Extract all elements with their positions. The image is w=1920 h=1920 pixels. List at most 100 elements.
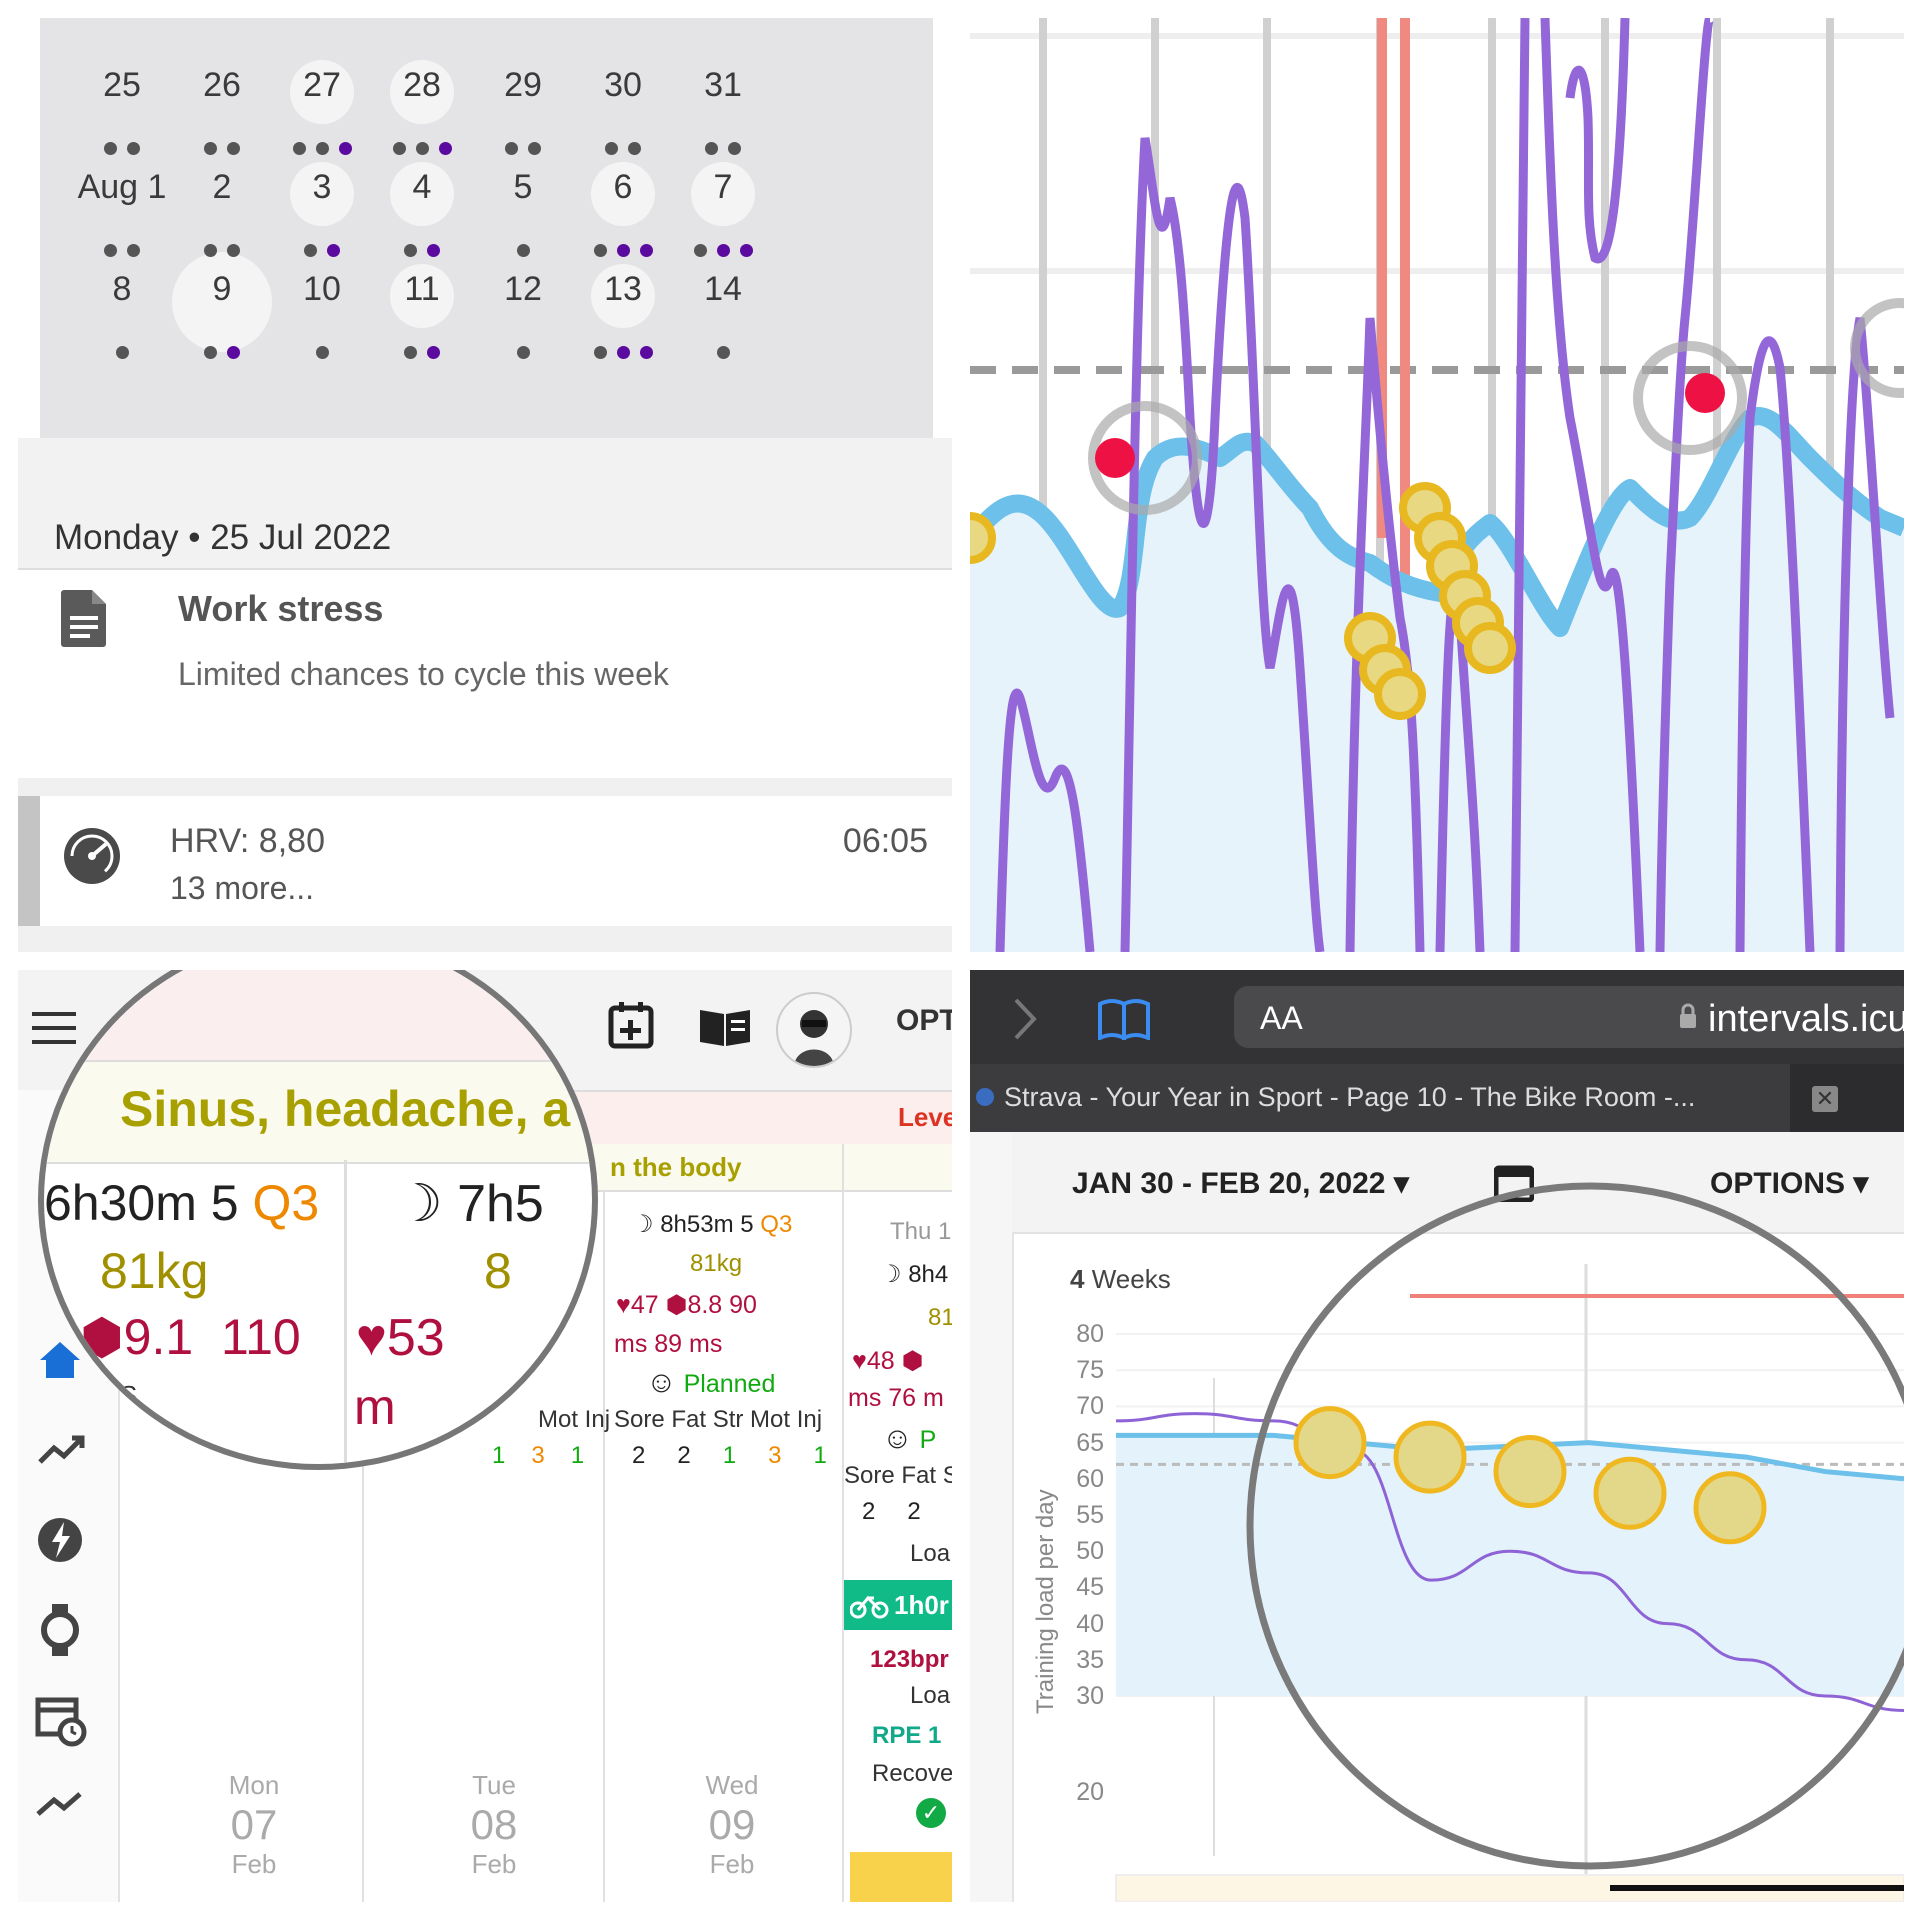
home-icon[interactable] [28, 1330, 108, 1390]
calendar-day[interactable]: 3 [260, 138, 384, 258]
day-highlight [390, 60, 454, 124]
calendar-day[interactable]: 31 [661, 36, 785, 156]
day-footer-mon[interactable]: Mon 07 Feb [194, 1770, 314, 1880]
avatar[interactable] [776, 992, 852, 1068]
intervals-safari-panel: AA intervals.icu Strava - Your Year in S… [970, 970, 1904, 1902]
grey-event-dot [315, 346, 329, 359]
event-dots [561, 244, 685, 257]
hrv-time: 06:05 [842, 822, 928, 860]
calendar-day[interactable]: 13 [561, 240, 685, 360]
wed-mot: 3 [768, 1442, 782, 1469]
magnifier-lens: Sinus, headache, a li 6h30m 5 Q3 81kg ⬢9… [38, 970, 598, 1470]
close-tab-icon[interactable]: ✕ [1812, 1086, 1838, 1112]
tab-title: Strava - Your Year in Sport - Page 10 - … [1004, 1082, 1696, 1112]
purple-event-dot [639, 244, 653, 257]
trend-icon[interactable] [28, 1420, 108, 1480]
event-dots [160, 346, 284, 359]
event-dots [461, 142, 585, 155]
calendar-day[interactable]: Aug 1 [60, 138, 184, 258]
thu-fat: 2 [907, 1498, 921, 1525]
thu-status-text: P [919, 1426, 937, 1454]
wed-weight: 81kg [690, 1250, 743, 1277]
forward-icon[interactable] [1010, 994, 1040, 1044]
calendar-day[interactable]: 6 [561, 138, 685, 258]
rest-day-marker[interactable] [1493, 1435, 1567, 1509]
rest-day-marker[interactable] [1293, 1406, 1367, 1480]
calendar-day[interactable]: 4 [360, 138, 484, 258]
calendar-add-icon[interactable] [608, 1000, 654, 1050]
date-range-selector[interactable]: JAN 30 - FEB 20, 2022 ▾ [1072, 1166, 1409, 1201]
calendar-day[interactable]: 14 [661, 240, 785, 360]
note-card[interactable]: Work stress Limited chances to cycle thi… [18, 568, 952, 780]
day-number: 08 [470, 1801, 518, 1848]
calendar-day[interactable]: 2 [160, 138, 284, 258]
rest-day-marker[interactable] [1693, 1471, 1767, 1545]
event-dots [561, 346, 685, 359]
zoomed-chart [970, 18, 1904, 952]
event-dots [661, 346, 785, 359]
calendar-day[interactable]: 29 [461, 36, 585, 156]
tue-hr-row: ♥53 [356, 1308, 445, 1368]
calendar-day[interactable]: 9 [160, 240, 284, 360]
calendar-day[interactable]: 11 [360, 240, 484, 360]
rest-day-marker[interactable] [1393, 1420, 1467, 1494]
gauge-icon [62, 826, 122, 886]
day-number: 26 [203, 66, 241, 104]
calendar-day[interactable]: 7 [661, 138, 785, 258]
calendar-day[interactable]: 28 [360, 36, 484, 156]
day-footer-tue[interactable]: Tue 08 Feb [434, 1770, 554, 1880]
thu-sleep-value: 8h4 [908, 1261, 949, 1288]
day-number: 10 [303, 270, 341, 308]
more-link[interactable]: 13 more... [170, 870, 315, 906]
lens-banner [44, 1060, 592, 1164]
wed-sore: 2 [632, 1442, 646, 1469]
purple-event-dot [338, 142, 352, 155]
event-dots [160, 244, 284, 257]
calendar-day[interactable]: 30 [561, 36, 685, 156]
dow: Tue [472, 1770, 516, 1800]
activity-chip[interactable]: 1h0r [844, 1580, 952, 1630]
calendar-day[interactable]: 5 [461, 138, 585, 258]
day-number: 5 [513, 168, 533, 206]
address-bar[interactable]: AA intervals.icu [1234, 986, 1904, 1048]
wed-hrv2-unit: ms [689, 1330, 723, 1358]
wed-hrv: 8.8 [687, 1291, 723, 1319]
rest-day-marker[interactable] [1593, 1456, 1667, 1530]
mon-sub-value: 2 [140, 1410, 155, 1440]
grey-event-dot [227, 142, 240, 155]
moon-icon: ☽ [632, 1211, 654, 1238]
grey-event-dot [204, 244, 217, 257]
book-icon[interactable] [698, 1004, 752, 1048]
calendar-day[interactable]: 26 [160, 36, 284, 156]
thu-wellness-headers: Sore Fat S [844, 1462, 952, 1489]
calendar-icon[interactable] [1493, 1162, 1535, 1203]
calendar-day[interactable]: 25 [60, 36, 184, 156]
calendar-day[interactable]: 12 [461, 240, 585, 360]
power-icon[interactable] [28, 1510, 108, 1570]
text-size-button[interactable]: AA [1260, 1000, 1303, 1036]
hrv-icon: ⬢ [665, 1291, 688, 1319]
day-footer-wed[interactable]: Wed 09 Feb [672, 1770, 792, 1880]
fitness-chart [1115, 1182, 1904, 1902]
options-menu[interactable]: OPTIONS ▾ [1710, 1166, 1868, 1201]
bookmarks-icon[interactable] [1096, 998, 1152, 1042]
calendar-day[interactable]: 27 [260, 36, 384, 156]
hrv-card[interactable]: HRV: 8,80 13 more... 06:05 [18, 796, 952, 926]
active-tab[interactable]: Strava - Your Year in Sport - Page 10 - … [970, 1064, 1790, 1132]
wed-hr: 47 [630, 1291, 659, 1319]
wed-rhr: 90 [729, 1291, 757, 1319]
mon-sub-label: S [120, 1380, 138, 1410]
month-calendar: 25 26 27 28 29 30 31 Aug 1 2 3 4 5 6 7 8 9 10 11 12 13 14 [40, 18, 933, 438]
calendar-day[interactable]: 10 [260, 240, 384, 360]
day-number: 14 [704, 270, 742, 308]
grey-event-dot [227, 244, 240, 257]
yellow-chip[interactable] [850, 1852, 952, 1902]
calendar-day[interactable]: 8 [60, 240, 184, 360]
watch-icon[interactable] [28, 1600, 108, 1660]
day-number: 09 [708, 1801, 756, 1848]
day-number: 8 [112, 270, 132, 308]
options-button[interactable]: OPT [896, 1004, 952, 1037]
purple-event-dot [227, 346, 240, 359]
calendar-clock-icon[interactable] [28, 1690, 108, 1750]
chart-icon[interactable] [28, 1778, 108, 1838]
